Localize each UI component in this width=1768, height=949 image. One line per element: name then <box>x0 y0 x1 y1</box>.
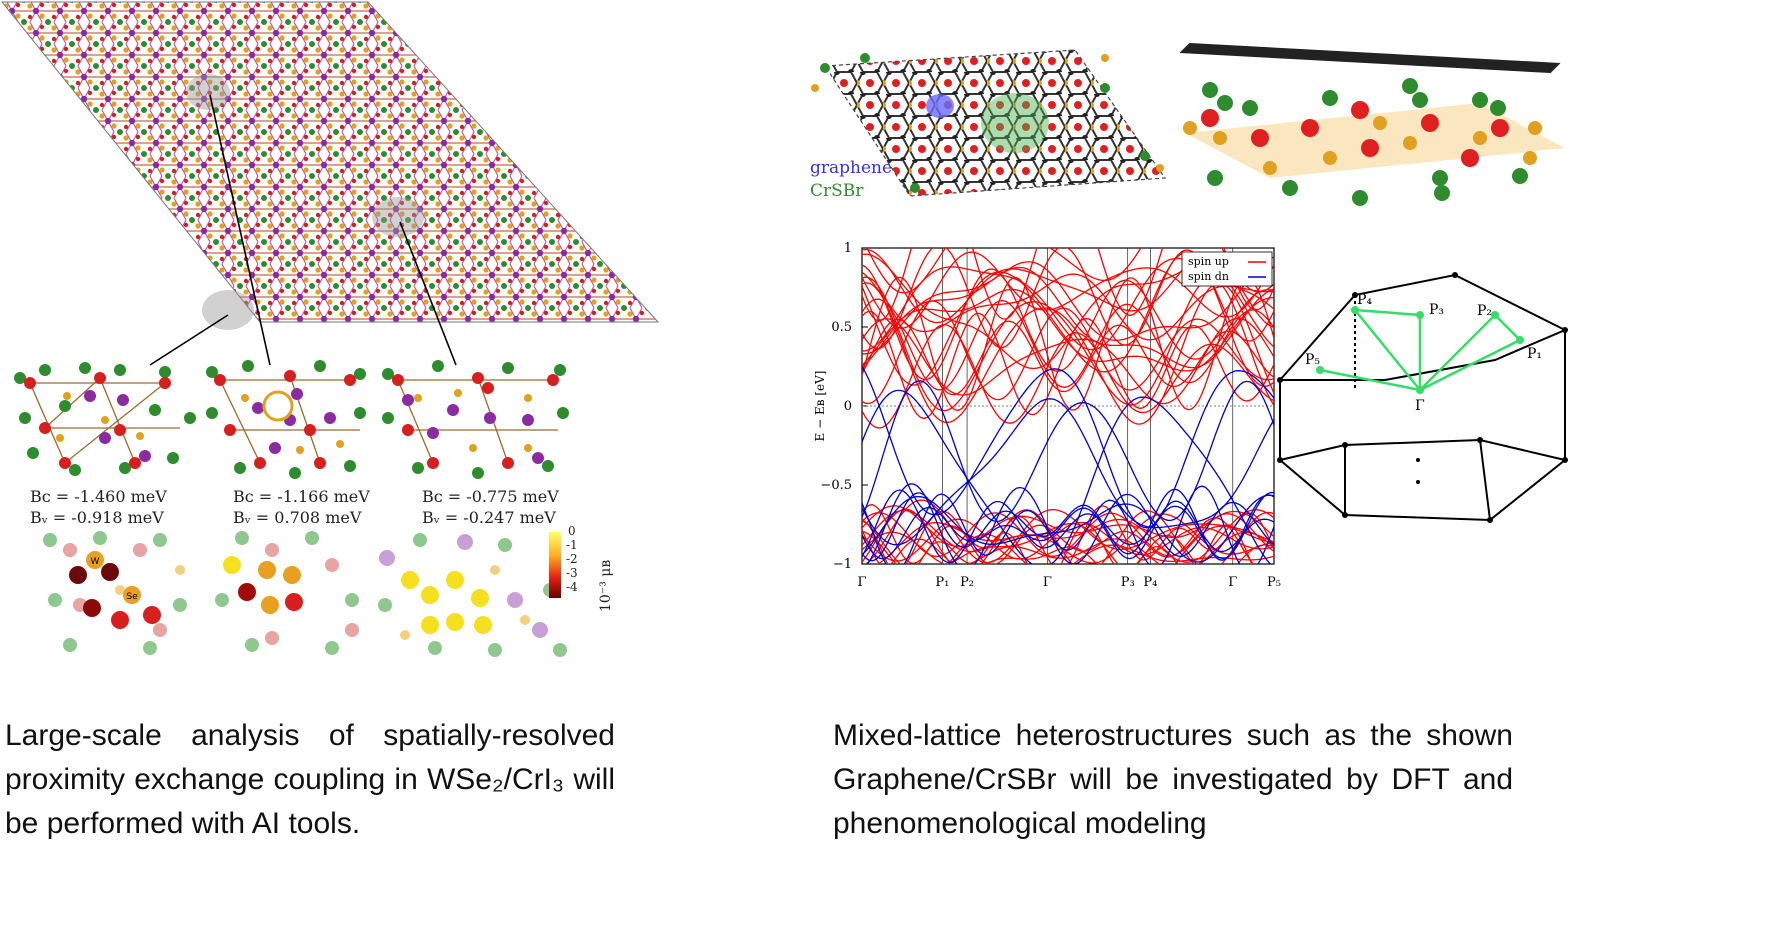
zoom-connectors <box>149 94 457 366</box>
spin-up-band <box>862 518 1274 562</box>
colorbar-tick-1: -1 <box>566 538 578 552</box>
band-structure-chart: Γ P₁ P₂ Γ P₃ P₄ Γ P₅ 1 0.5 0 −0.5 −1 E − Eʙ [eV] spin … <box>813 241 1281 590</box>
y-tick-label: −1 <box>833 557 852 572</box>
bv-value: Bᵥ = 0.708 meV <box>233 508 362 527</box>
spin-up-band <box>862 530 1274 564</box>
bz-label-p2: P₂ <box>1477 303 1492 319</box>
moment-map-3 <box>378 533 567 657</box>
x-tick-label: Γ <box>857 575 866 590</box>
caption-line: be performed with AI tools. <box>5 807 361 840</box>
x-tick-label: P₅ <box>1267 575 1281 590</box>
colorbar-tick-0: 0 <box>568 524 576 538</box>
spin-up-band <box>862 318 1274 396</box>
y-axis-label: E − Eʙ [eV] <box>813 371 827 442</box>
heterostructure-top-view: graphene CrSBr <box>810 49 1167 201</box>
lattice-supercell <box>0 1 660 330</box>
bc-value: Bᴄ = -0.775 meV <box>422 487 559 506</box>
legend-spin-up: spin up <box>1188 255 1229 268</box>
spin-up-band <box>862 288 1274 372</box>
moment-map-1: W Se <box>43 531 187 655</box>
spin-up-band <box>862 256 1274 355</box>
bc-value: Bᴄ = -1.460 meV <box>30 487 167 506</box>
bc-value: Bᴄ = -1.166 meV <box>233 487 370 506</box>
y-tick-label: 0.5 <box>831 320 852 335</box>
spin-up-band <box>866 248 1274 294</box>
x-tick-label: P₃ <box>1121 575 1135 590</box>
moment-colorbar <box>549 532 561 598</box>
coupling-values-3: Bᴄ = -0.775 meV Bᵥ = -0.247 meV <box>422 486 559 528</box>
spin-up-band <box>862 323 1274 429</box>
coupling-values-2: Bᴄ = -1.166 meV Bᵥ = 0.708 meV <box>233 486 370 528</box>
bv-value: Bᵥ = -0.247 meV <box>422 508 556 527</box>
spin-dn-band <box>862 365 1274 529</box>
crsbr-label: CrSBr <box>810 181 864 201</box>
caption-line: Graphene/CrSBr will be investigated by D… <box>833 763 1513 796</box>
spin-up-band <box>862 300 1274 405</box>
caption-line: Mixed-lattice heterostructures such as t… <box>833 719 1513 752</box>
zoom-structure-3 <box>382 360 569 479</box>
y-tick-label: 1 <box>844 241 852 256</box>
zoom-structure-1 <box>14 362 196 476</box>
heterostructure-side-view <box>1180 42 1565 206</box>
coupling-values-1: Bᴄ = -1.460 meV Bᵥ = -0.918 meV <box>30 486 167 528</box>
bz-label-p5: P₅ <box>1305 352 1320 368</box>
legend-box <box>1181 251 1273 287</box>
spin-up-band <box>862 264 1274 381</box>
graphene-label: graphene <box>810 158 892 178</box>
right-caption: Mixed-lattice heterostructures such as t… <box>833 714 1513 846</box>
zoom-structure-2 <box>206 360 366 479</box>
moment-map-2 <box>215 531 359 655</box>
x-tick-label: P₂ <box>960 575 974 590</box>
brillouin-zone: P₄ P₃ P₂ P₁ P₅ Γ <box>1277 272 1568 523</box>
colorbar-unit: 10⁻³ μʙ <box>598 559 614 612</box>
colorbar-tick-4: -4 <box>566 580 578 594</box>
spin-up-band <box>862 271 1274 341</box>
bz-label-gamma: Γ <box>1415 398 1425 414</box>
spin-up-band <box>862 505 1274 548</box>
bv-value: Bᵥ = -0.918 meV <box>30 508 164 527</box>
bz-label-p1: P₁ <box>1527 346 1542 362</box>
caption-line: Large-scale analysis of spatially-resolv… <box>5 719 615 752</box>
x-tick-label: P₄ <box>1143 575 1157 590</box>
spin-dn-band <box>862 494 1274 563</box>
x-tick-label: Γ <box>1043 575 1052 590</box>
spin-dn-band <box>862 389 1272 564</box>
x-tick-label: P₁ <box>935 575 949 590</box>
y-tick-label: 0 <box>844 399 852 414</box>
spin-dn-band <box>862 500 1274 560</box>
spin-up-band <box>862 298 1274 391</box>
spin-up-band <box>862 251 1274 329</box>
y-tick-label: −0.5 <box>820 478 852 493</box>
bz-label-p4: P₄ <box>1357 292 1372 308</box>
spin-up-band <box>862 276 1274 412</box>
spin-up-band <box>862 508 1274 564</box>
caption-line: proximity exchange coupling in WSe₂/CrI₃… <box>5 763 615 796</box>
spin-dn-band <box>862 380 1274 523</box>
colorbar-tick-2: -2 <box>566 552 578 566</box>
legend-spin-dn: spin dn <box>1188 270 1229 283</box>
left-caption: Large-scale analysis of spatially-resolv… <box>5 714 615 846</box>
w-atom-label: W <box>91 557 100 567</box>
spin-up-band <box>862 504 1274 564</box>
spin-dn-band <box>862 485 1274 564</box>
spin-up-band <box>890 534 1274 564</box>
bz-label-p3: P₃ <box>1429 302 1444 318</box>
x-tick-label: Γ <box>1228 575 1237 590</box>
se-atom-label: Se <box>126 592 138 602</box>
spin-dn-band <box>862 489 1274 564</box>
colorbar-tick-3: -3 <box>566 566 578 580</box>
band-lines <box>862 248 1274 564</box>
caption-line: phenomenological modeling <box>833 807 1207 840</box>
